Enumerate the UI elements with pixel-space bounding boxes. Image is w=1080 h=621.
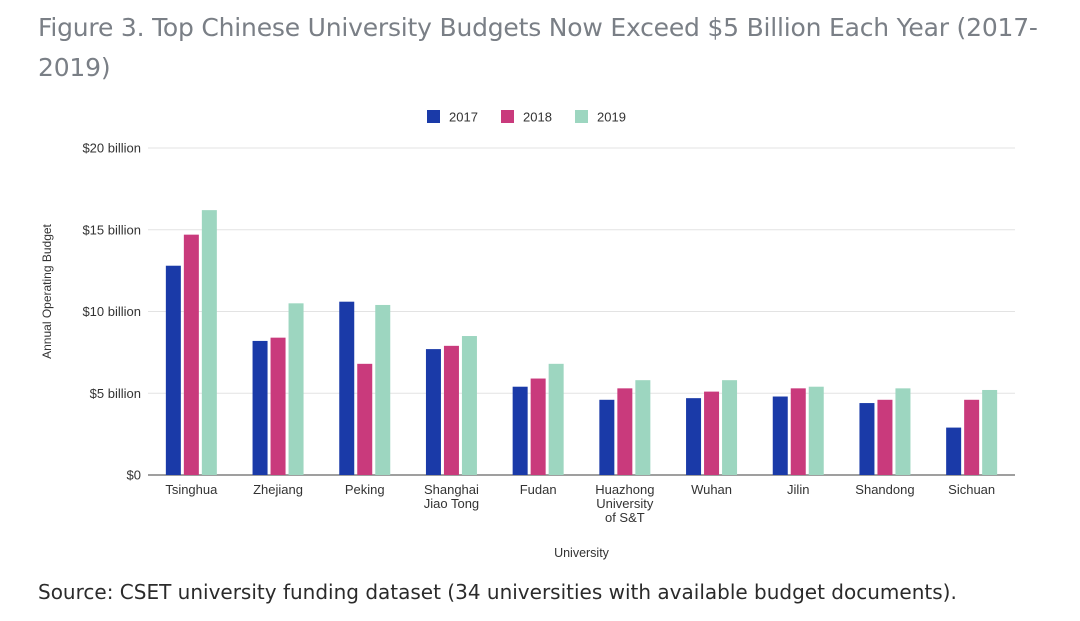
legend-label: 2019 xyxy=(597,110,626,125)
bar-2019 xyxy=(548,363,564,475)
bar-2017 xyxy=(772,396,788,475)
bar-2017 xyxy=(425,349,441,475)
legend-swatch xyxy=(575,110,588,123)
x-tick-label: Fudan xyxy=(520,482,557,497)
bar-2017 xyxy=(339,301,355,475)
bar-2019 xyxy=(808,386,824,475)
legend-label: 2017 xyxy=(449,110,478,125)
x-tick-label: Zhejiang xyxy=(253,482,303,497)
y-tick-label: $0 xyxy=(127,468,141,483)
bar-2018 xyxy=(617,388,633,475)
x-tick-label: Shanghai xyxy=(424,482,479,497)
y-tick-label: $20 billion xyxy=(82,141,141,156)
bar-2019 xyxy=(635,380,651,475)
x-tick-label: Tsinghua xyxy=(165,482,218,497)
bar-2017 xyxy=(252,340,268,475)
bar-2018 xyxy=(443,345,459,475)
bar-2019 xyxy=(982,389,998,475)
bar-2018 xyxy=(530,378,546,475)
bar-2017 xyxy=(686,398,702,475)
bar-2019 xyxy=(461,336,477,475)
bar-2019 xyxy=(288,303,304,475)
y-axis-label: Annual Operating Budget xyxy=(40,223,54,358)
x-tick-label: Sichuan xyxy=(948,482,995,497)
bar-2018 xyxy=(183,234,199,475)
bar-2017 xyxy=(859,403,875,475)
y-tick-label: $15 billion xyxy=(82,222,141,237)
x-tick-label: of S&T xyxy=(605,510,645,525)
bar-2018 xyxy=(704,391,720,475)
bar-2017 xyxy=(512,386,528,475)
bar-2018 xyxy=(270,337,286,475)
bar-2019 xyxy=(375,304,391,475)
x-tick-label: Huazhong xyxy=(595,482,654,497)
x-tick-label: Shandong xyxy=(855,482,914,497)
x-axis-label: University xyxy=(554,546,610,560)
legend-swatch xyxy=(501,110,514,123)
bar-2018 xyxy=(790,388,806,475)
legend-swatch xyxy=(427,110,440,123)
y-tick-label: $5 billion xyxy=(90,386,141,401)
bar-2018 xyxy=(357,363,373,475)
bar-2018 xyxy=(877,399,893,475)
bar-2017 xyxy=(946,427,962,475)
x-tick-label: Wuhan xyxy=(691,482,732,497)
bar-2019 xyxy=(895,388,911,475)
figure-title: Figure 3. Top Chinese University Budgets… xyxy=(38,13,1038,82)
x-tick-label: Jilin xyxy=(787,482,809,497)
bar-2019 xyxy=(722,380,738,475)
bar-2018 xyxy=(964,399,980,475)
source-note: Source: CSET university funding dataset … xyxy=(38,580,957,604)
bar-2017 xyxy=(599,399,615,475)
legend-label: 2018 xyxy=(523,110,552,125)
x-tick-label: University xyxy=(596,496,654,511)
bar-2019 xyxy=(201,210,217,475)
y-tick-label: $10 billion xyxy=(82,304,141,319)
x-tick-label: Jiao Tong xyxy=(424,496,479,511)
x-tick-label: Peking xyxy=(345,482,385,497)
bar-2017 xyxy=(165,265,181,475)
bar-chart: $0 $5 billion $10 billion $15 billion $20 bi… xyxy=(40,110,1015,560)
